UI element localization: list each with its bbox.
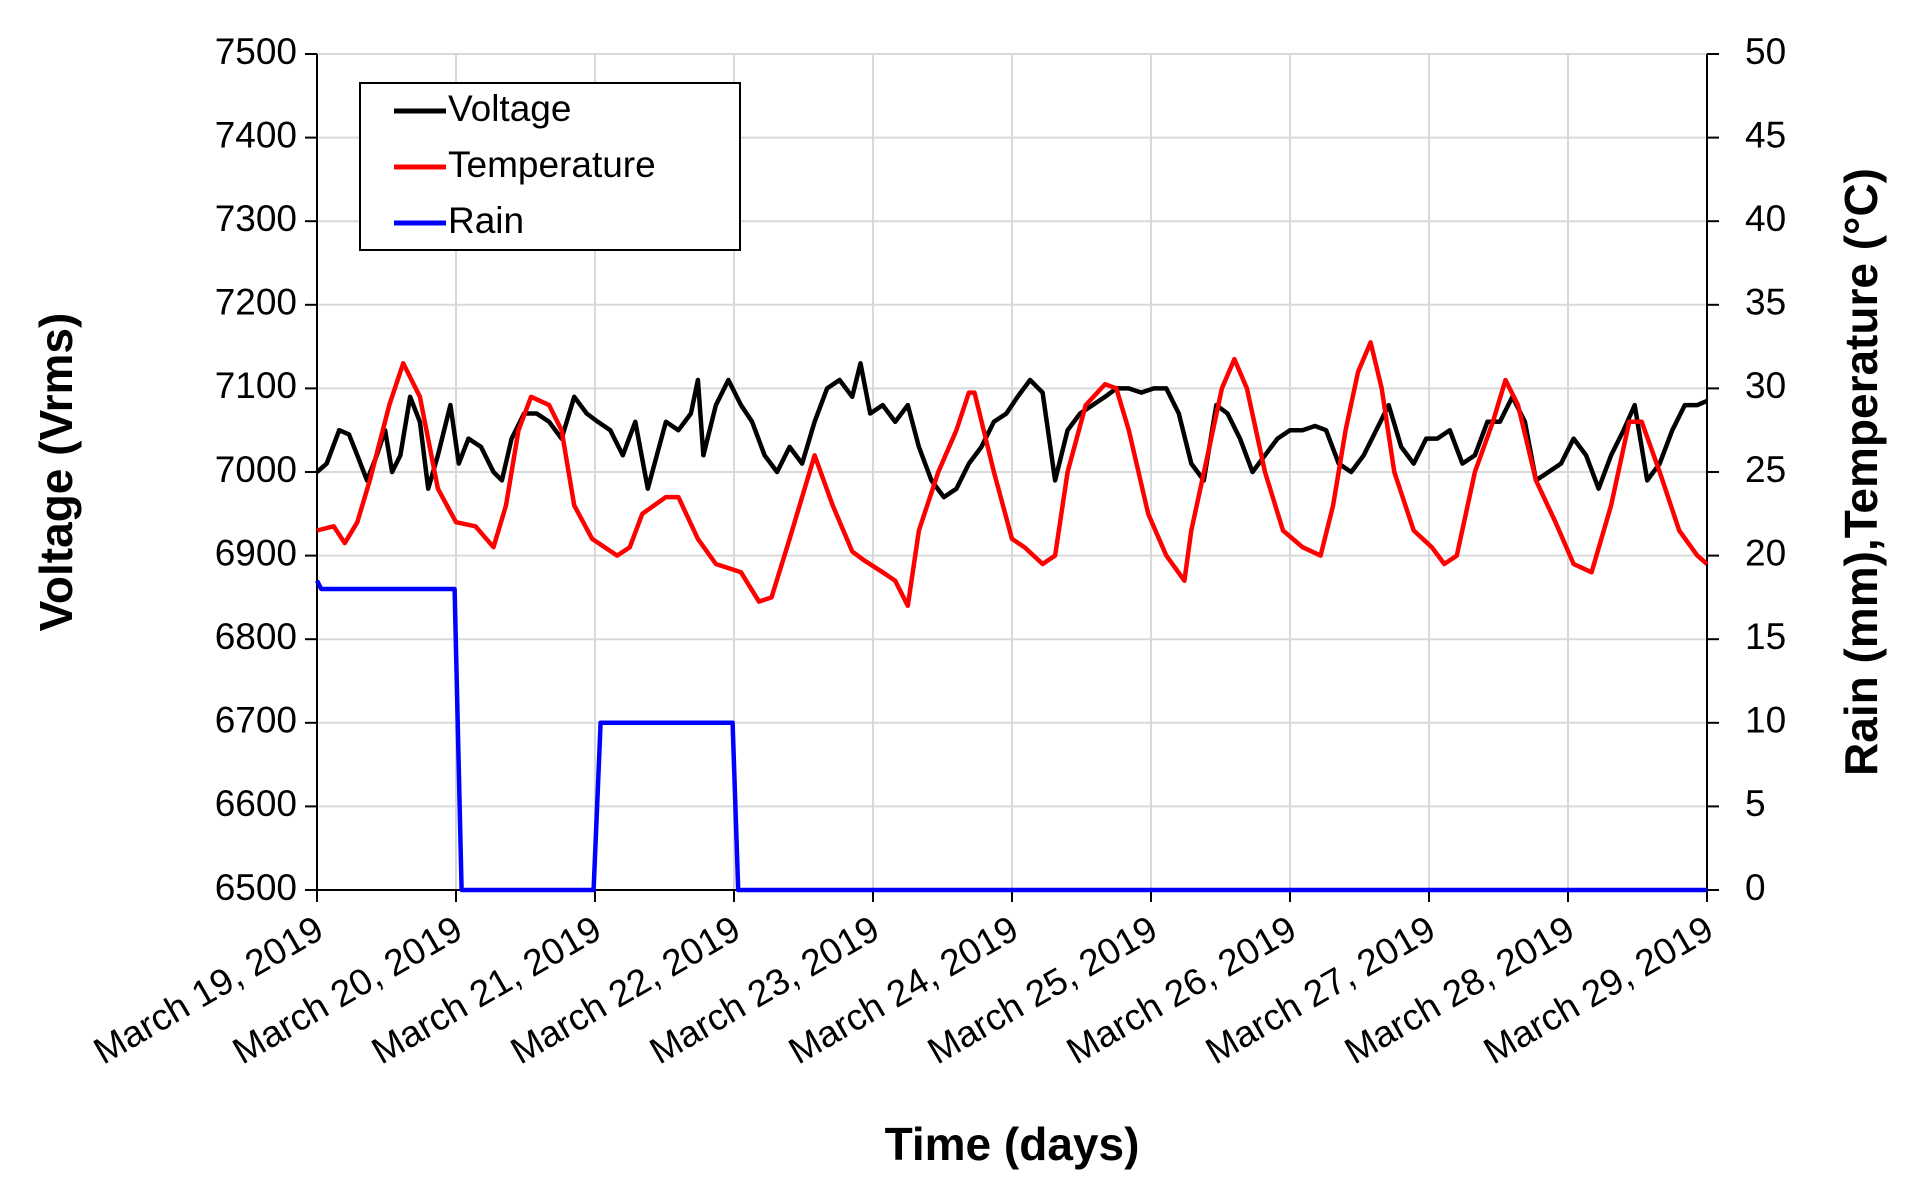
y2-tick-label: 5 xyxy=(1745,783,1766,824)
x-tick-label: March 27, 2019 xyxy=(1199,908,1442,1072)
y-tick-label: 6700 xyxy=(215,700,297,741)
y2-tick-label: 0 xyxy=(1745,867,1766,908)
series-line xyxy=(316,340,1709,609)
y-tick-label: 7100 xyxy=(215,365,297,406)
y-tick-label: 6900 xyxy=(215,532,297,573)
x-tick-label: March 23, 2019 xyxy=(643,908,886,1072)
y2-tick-label: 25 xyxy=(1745,449,1786,490)
x-tick-label: March 22, 2019 xyxy=(504,908,747,1072)
y-tick-label: 6500 xyxy=(215,867,297,908)
y-tick-label: 7400 xyxy=(215,114,297,155)
y-tick-label: 7300 xyxy=(215,198,297,239)
x-tick-label: March 19, 2019 xyxy=(87,908,330,1072)
series-line xyxy=(314,579,1707,893)
legend-label: Temperature xyxy=(448,144,656,185)
y-tick-label: 7500 xyxy=(215,31,297,72)
y2-tick-label: 15 xyxy=(1745,616,1786,657)
y2-tick-label: 20 xyxy=(1745,532,1786,573)
legend-label: Rain xyxy=(448,200,524,241)
y-tick-label: 6600 xyxy=(215,783,297,824)
legend-label: Voltage xyxy=(448,88,571,129)
y2-tick-label: 30 xyxy=(1745,365,1786,406)
series-line xyxy=(315,361,1708,500)
x-tick-label: March 24, 2019 xyxy=(782,908,1025,1072)
x-tick-label: March 21, 2019 xyxy=(365,908,608,1072)
y2-tick-label: 45 xyxy=(1745,114,1786,155)
y2-tick-label: 35 xyxy=(1745,282,1786,323)
x-tick-label: March 26, 2019 xyxy=(1060,908,1303,1072)
y-tick-label: 7200 xyxy=(215,282,297,323)
y2-tick-label: 40 xyxy=(1745,198,1786,239)
y2-axis-title: Rain (mm),Temperature (°C) xyxy=(1835,168,1887,776)
y2-tick-label: 50 xyxy=(1745,31,1786,72)
y-tick-label: 6800 xyxy=(215,616,297,657)
x-tick-label: March 20, 2019 xyxy=(226,908,469,1072)
x-tick-label: March 28, 2019 xyxy=(1338,908,1581,1072)
x-tick-label: March 29, 2019 xyxy=(1477,908,1720,1072)
x-axis-title: Time (days) xyxy=(885,1118,1140,1170)
y2-tick-label: 10 xyxy=(1745,700,1786,741)
y-tick-label: 7000 xyxy=(215,449,297,490)
x-tick-label: March 25, 2019 xyxy=(921,908,1164,1072)
y-axis-title: Voltage (Vrms) xyxy=(30,313,82,632)
